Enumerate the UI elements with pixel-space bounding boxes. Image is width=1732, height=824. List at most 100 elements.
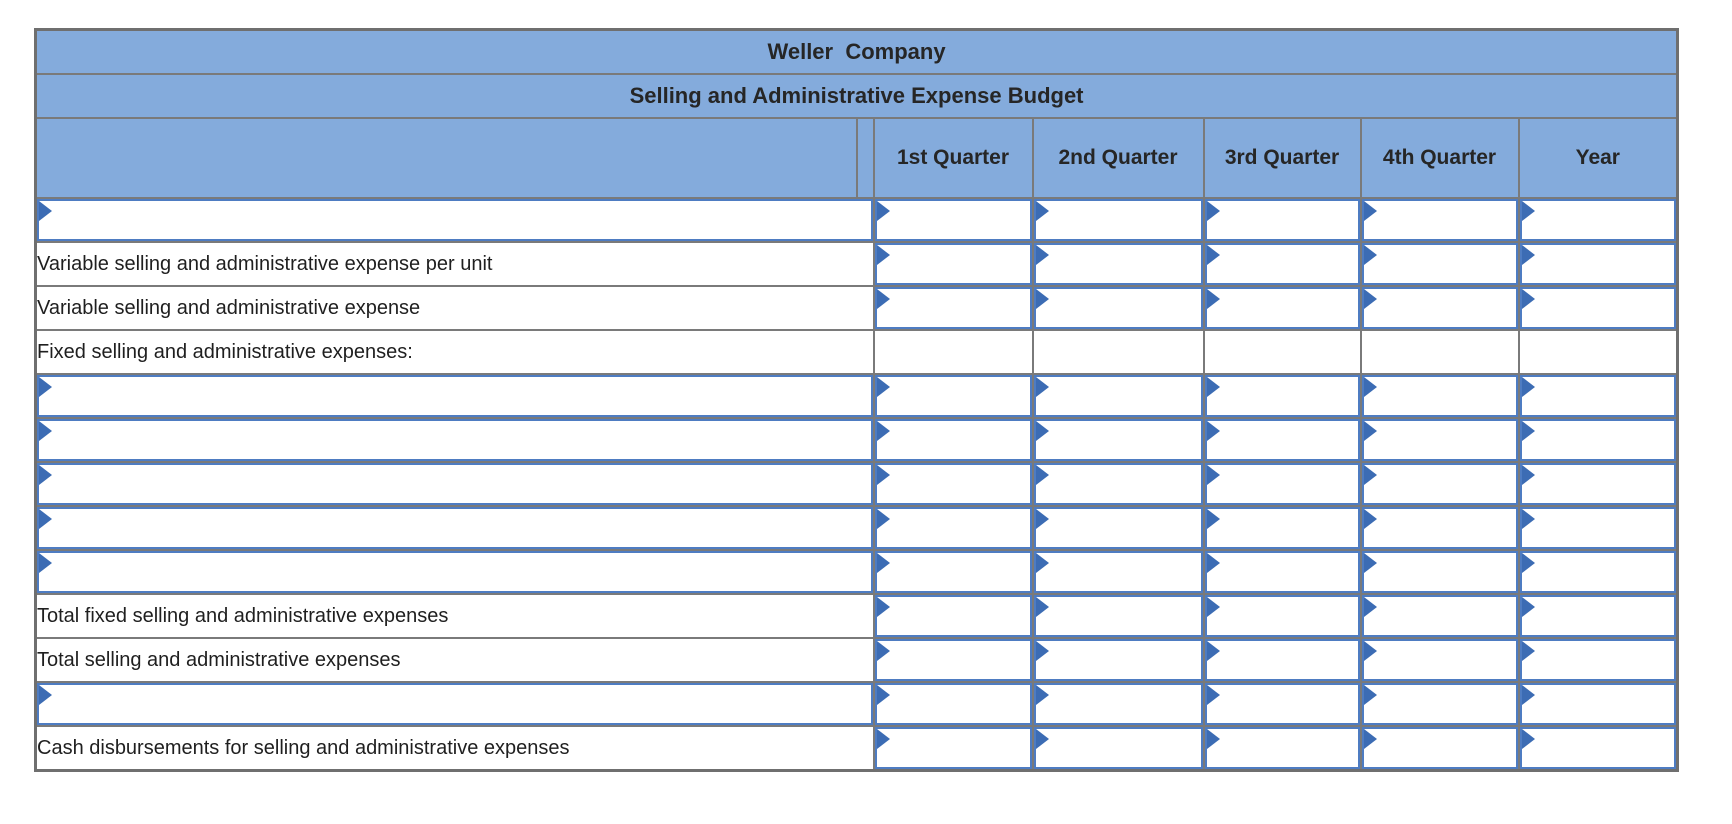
cell-marker-icon: [1206, 641, 1220, 661]
entry-cell-1st-quarter[interactable]: [872, 593, 1034, 639]
entry-cell-2nd-quarter[interactable]: [1031, 593, 1205, 639]
entry-cell-1st-quarter[interactable]: [872, 241, 1034, 287]
cell-marker-icon: [876, 553, 890, 573]
entry-cell-3rd-quarter[interactable]: [1202, 549, 1362, 595]
entry-cell-year[interactable]: [1517, 725, 1679, 772]
row-label: Variable selling and administrative expe…: [34, 285, 875, 331]
cell-marker-icon: [1521, 685, 1535, 705]
cell-marker-icon: [876, 465, 890, 485]
entry-cell-1st-quarter[interactable]: [872, 461, 1034, 507]
entry-cell-3rd-quarter[interactable]: [1202, 197, 1362, 243]
entry-cell-3rd-quarter[interactable]: [1202, 373, 1362, 419]
entry-cell-1st-quarter[interactable]: [872, 637, 1034, 683]
entry-cell-1st-quarter[interactable]: [872, 725, 1034, 772]
entry-cell-2nd-quarter[interactable]: [1031, 505, 1205, 551]
entry-cell-1st-quarter[interactable]: [872, 505, 1034, 551]
column-header-2nd-quarter: 2nd Quarter: [1031, 117, 1205, 199]
entry-cell-2nd-quarter[interactable]: [1031, 417, 1205, 463]
row-label-entry-cell[interactable]: [34, 417, 875, 463]
entry-cell-1st-quarter[interactable]: [872, 681, 1034, 727]
entry-cell-2nd-quarter[interactable]: [1031, 681, 1205, 727]
entry-cell-3rd-quarter[interactable]: [1202, 637, 1362, 683]
entry-cell-year[interactable]: [1517, 417, 1679, 463]
cell-marker-icon: [1035, 289, 1049, 309]
entry-cell-year[interactable]: [1517, 593, 1679, 639]
entry-cell-3rd-quarter[interactable]: [1202, 241, 1362, 287]
cell-marker-icon: [1363, 289, 1377, 309]
entry-cell-1st-quarter[interactable]: [872, 373, 1034, 419]
entry-cell-4th-quarter[interactable]: [1359, 549, 1520, 595]
entry-cell-year[interactable]: [1517, 637, 1679, 683]
cell-marker-icon: [39, 421, 52, 441]
cell-marker-icon: [876, 729, 890, 749]
cell-marker-icon: [1521, 289, 1535, 309]
company-title: Weller Company: [34, 28, 1679, 75]
cell-marker-icon: [39, 509, 52, 529]
table-row: [34, 373, 1679, 419]
static-cell-4th-quarter: [1359, 329, 1520, 375]
entry-cell-3rd-quarter[interactable]: [1202, 505, 1362, 551]
entry-cell-year[interactable]: [1517, 681, 1679, 727]
entry-cell-2nd-quarter[interactable]: [1031, 461, 1205, 507]
cell-marker-icon: [1206, 685, 1220, 705]
entry-cell-4th-quarter[interactable]: [1359, 197, 1520, 243]
row-label-entry-cell[interactable]: [34, 681, 875, 727]
entry-cell-4th-quarter[interactable]: [1359, 417, 1520, 463]
entry-cell-year[interactable]: [1517, 241, 1679, 287]
entry-cell-3rd-quarter[interactable]: [1202, 461, 1362, 507]
row-label-entry-cell[interactable]: [34, 505, 875, 551]
entry-cell-1st-quarter[interactable]: [872, 549, 1034, 595]
entry-cell-year[interactable]: [1517, 285, 1679, 331]
entry-cell-year[interactable]: [1517, 461, 1679, 507]
cell-marker-icon: [876, 641, 890, 661]
entry-cell-2nd-quarter[interactable]: [1031, 725, 1205, 772]
entry-cell-year[interactable]: [1517, 505, 1679, 551]
cell-marker-icon: [39, 685, 52, 705]
entry-cell-4th-quarter[interactable]: [1359, 373, 1520, 419]
cell-marker-icon: [876, 245, 890, 265]
entry-cell-1st-quarter[interactable]: [872, 417, 1034, 463]
entry-cell-4th-quarter[interactable]: [1359, 241, 1520, 287]
cell-marker-icon: [1035, 465, 1049, 485]
entry-cell-2nd-quarter[interactable]: [1031, 197, 1205, 243]
entry-cell-4th-quarter[interactable]: [1359, 505, 1520, 551]
entry-cell-year[interactable]: [1517, 197, 1679, 243]
entry-cell-1st-quarter[interactable]: [872, 285, 1034, 331]
entry-cell-2nd-quarter[interactable]: [1031, 285, 1205, 331]
row-label-entry-cell[interactable]: [34, 373, 875, 419]
budget-table: Weller Company Selling and Administrativ…: [34, 28, 1680, 772]
entry-cell-2nd-quarter[interactable]: [1031, 373, 1205, 419]
entry-cell-3rd-quarter[interactable]: [1202, 417, 1362, 463]
table-row: Total selling and administrative expense…: [34, 637, 1679, 683]
entry-cell-3rd-quarter[interactable]: [1202, 593, 1362, 639]
cell-marker-icon: [1035, 377, 1049, 397]
entry-cell-3rd-quarter[interactable]: [1202, 725, 1362, 772]
table-row: [34, 197, 1679, 243]
cell-marker-icon: [1521, 553, 1535, 573]
row-label-entry-cell[interactable]: [34, 461, 875, 507]
entry-cell-4th-quarter[interactable]: [1359, 637, 1520, 683]
entry-cell-1st-quarter[interactable]: [872, 197, 1034, 243]
entry-cell-2nd-quarter[interactable]: [1031, 549, 1205, 595]
entry-cell-2nd-quarter[interactable]: [1031, 637, 1205, 683]
entry-cell-year[interactable]: [1517, 549, 1679, 595]
entry-cell-4th-quarter[interactable]: [1359, 461, 1520, 507]
cell-marker-icon: [876, 421, 890, 441]
entry-cell-4th-quarter[interactable]: [1359, 285, 1520, 331]
entry-cell-3rd-quarter[interactable]: [1202, 681, 1362, 727]
row-label: Total selling and administrative expense…: [34, 637, 875, 683]
entry-cell-2nd-quarter[interactable]: [1031, 241, 1205, 287]
entry-cell-4th-quarter[interactable]: [1359, 725, 1520, 772]
entry-cell-4th-quarter[interactable]: [1359, 593, 1520, 639]
row-label-entry-cell[interactable]: [34, 197, 875, 243]
row-label-text: Cash disbursements for selling and admin…: [37, 736, 570, 759]
row-label-entry-cell[interactable]: [34, 549, 875, 595]
entry-cell-year[interactable]: [1517, 373, 1679, 419]
entry-cell-4th-quarter[interactable]: [1359, 681, 1520, 727]
entry-cell-3rd-quarter[interactable]: [1202, 285, 1362, 331]
cell-marker-icon: [1035, 421, 1049, 441]
cell-marker-icon: [1363, 597, 1377, 617]
cell-marker-icon: [39, 465, 52, 485]
cell-marker-icon: [39, 201, 52, 221]
